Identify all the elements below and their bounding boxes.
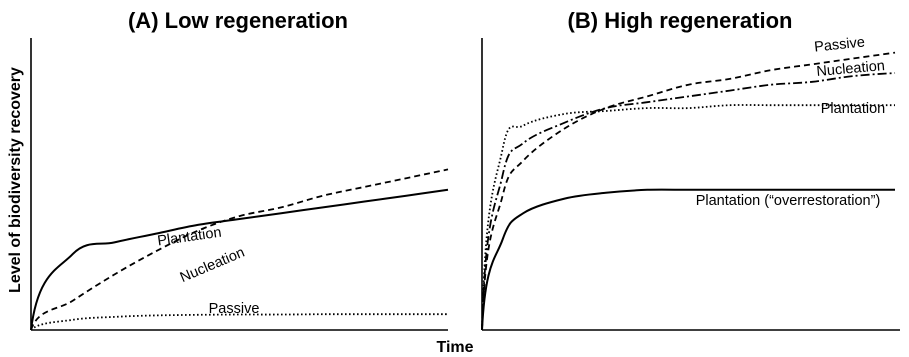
- label-a-passive: Passive: [209, 301, 260, 317]
- panel-a-curve-plantation: [30, 188, 449, 331]
- y-axis-title: Level of biodiversity recovery: [7, 67, 24, 293]
- panel-a-series: [30, 168, 449, 331]
- panel-b-curve-nucleation: [481, 72, 896, 331]
- panel-b-curve-passive: [481, 51, 896, 331]
- panel-a-title: (A) Low regeneration: [128, 8, 348, 33]
- panel-b-title: (B) High regeneration: [568, 8, 793, 33]
- panel-b-curve-plantation-overrestoration: [481, 188, 895, 331]
- label-b-plantation-overrestoration: Plantation (“overrestoration”): [696, 193, 881, 209]
- label-a-nucleation: Nucleation: [178, 245, 247, 286]
- panel-b-series: [481, 51, 896, 331]
- label-a-plantation: Plantation: [156, 225, 222, 250]
- x-axis-title: Time: [436, 339, 473, 356]
- panel-a-curve-nucleation: [30, 168, 449, 331]
- label-b-passive: Passive: [813, 34, 865, 55]
- label-b-nucleation: Nucleation: [816, 58, 886, 80]
- panel-a-axes: [30, 38, 448, 331]
- panel-a-curve-passive: [30, 313, 448, 331]
- label-b-plantation: Plantation: [821, 101, 886, 117]
- panel-b-axes: [481, 38, 900, 331]
- panel-b-curve-plantation: [481, 104, 895, 331]
